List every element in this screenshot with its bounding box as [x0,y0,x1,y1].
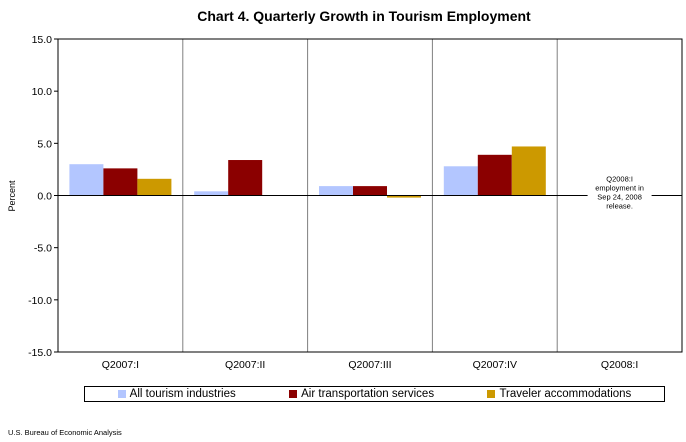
legend-item: All tourism industries [117,388,236,400]
x-tick-label: Q2007:I [102,359,139,371]
bar [353,186,387,196]
annotation-text: Q2008:I employment in Sep 24, 2008 release. [595,175,644,211]
y-tick-label: -15.0 [28,347,52,359]
bar [137,178,172,196]
y-axis: 15.0 10.0 5.0 0.0 -5.0 -10.0 -15.0 [28,34,58,359]
y-axis-label: Percent [7,180,17,212]
annotation-box [587,171,652,214]
x-tick-label: Q2008:I [601,359,638,371]
bar [319,186,353,196]
legend-swatch [487,390,496,398]
y-tick-label: -10.0 [28,295,52,307]
bar [511,146,546,196]
bars [69,146,546,198]
x-tick-label: Q2007:IV [473,359,517,371]
legend-label: Traveler accommodations [499,388,632,400]
bar [228,160,263,196]
x-tick-label: Q2007:III [348,359,391,371]
legend: All tourism industries Air transportation… [84,386,665,402]
legend-item: Traveler accommodations [487,388,631,400]
bar [194,191,229,196]
legend-label: Air transportation services [301,388,435,400]
y-tick-label: 15.0 [32,34,53,46]
y-tick-label: 5.0 [37,138,52,150]
chart-title: Chart 4. Quarterly Growth in Tourism Emp… [197,8,531,24]
legend-swatch [117,390,126,398]
bar [477,154,512,196]
source-footer: U.S. Bureau of Economic Analysis [8,428,122,437]
bar [387,195,421,198]
x-tick-label: Q2007:II [225,359,265,371]
bar [103,168,138,196]
y-tick-label: 10.0 [32,86,53,98]
bar [69,164,104,196]
annotation-note: Q2008:I employment in Sep 24, 2008 release. [587,171,652,214]
y-tick-label: -5.0 [34,243,52,255]
bar [443,166,478,196]
legend-swatch [289,390,298,398]
legend-label: All tourism industries [129,388,236,400]
legend-item: Air transportation services [289,388,434,400]
x-axis: Q2007:I Q2007:II Q2007:III Q2007:IV Q2008:I [102,359,639,371]
y-tick-label: 0.0 [37,191,52,203]
